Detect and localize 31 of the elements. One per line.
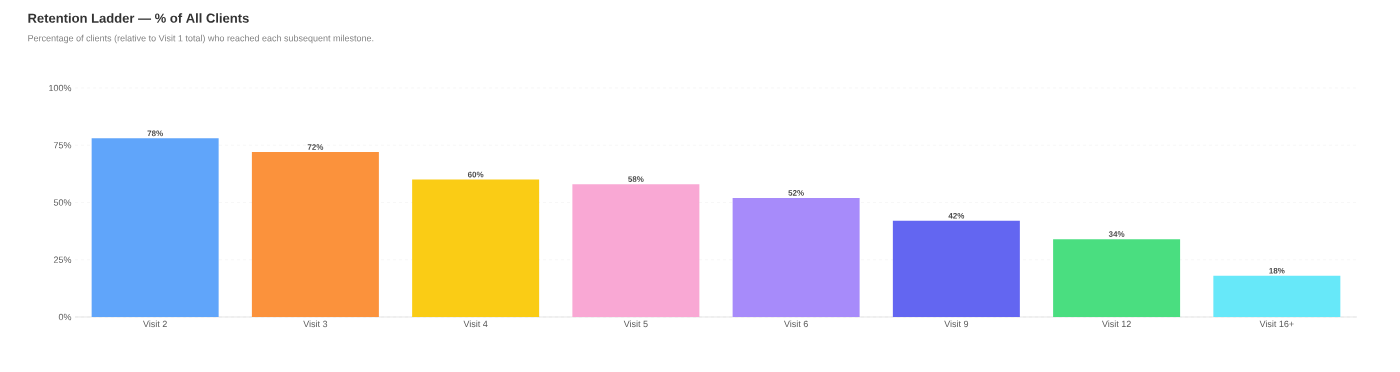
- x-tick-label: Visit 12: [1101, 320, 1131, 328]
- bar: [1213, 275, 1341, 317]
- x-tick-label: Visit 4: [463, 320, 488, 328]
- bar: [91, 138, 219, 317]
- bar: [412, 179, 540, 317]
- y-tick-label: 25%: [53, 256, 72, 263]
- x-tick-label: Visit 5: [623, 320, 648, 328]
- x-tick-label: Visit 16+: [1259, 320, 1294, 328]
- x-tick-label: Visit 2: [143, 320, 167, 328]
- y-tick-label: 75%: [53, 142, 72, 149]
- data-label: 72%: [307, 144, 324, 150]
- data-label: 34%: [1108, 231, 1125, 237]
- bar: [572, 184, 700, 317]
- bar: [251, 152, 379, 317]
- x-tick-label: Visit 6: [784, 320, 808, 328]
- bar: [1053, 239, 1181, 317]
- data-label: 58%: [628, 176, 644, 182]
- data-label: 18%: [1269, 267, 1285, 274]
- data-label: 60%: [467, 171, 484, 178]
- data-label: 52%: [788, 190, 804, 196]
- y-tick-label: 50%: [53, 199, 72, 206]
- chart-subtitle: Percentage of clients (relative to Visit 1 total) who reached each subsequent milestone.: [28, 34, 374, 44]
- x-tick-label: Visit 9: [944, 320, 969, 328]
- data-label: 78%: [147, 130, 163, 137]
- y-tick-label: 100%: [49, 84, 72, 92]
- bar: [892, 220, 1020, 317]
- data-label: 42%: [948, 212, 965, 219]
- chart-title: Retention Ladder — % of All Clients: [28, 13, 249, 23]
- bar: [732, 197, 860, 317]
- x-tick-label: Visit 3: [303, 320, 328, 328]
- y-tick-label: 0%: [58, 313, 72, 321]
